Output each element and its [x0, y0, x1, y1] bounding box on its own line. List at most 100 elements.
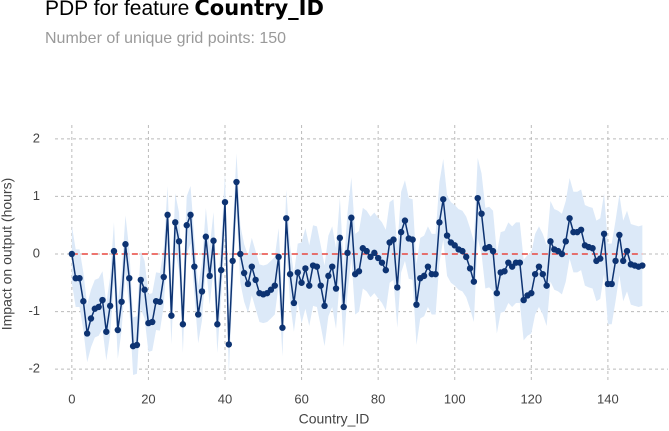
pdp-point [191, 263, 198, 270]
pdp-point [520, 296, 527, 304]
pdp-point [539, 270, 546, 278]
pdp-point [114, 326, 121, 334]
pdp-point [451, 242, 458, 249]
pdp-point [620, 257, 627, 265]
y-tick-label: 1 [33, 188, 40, 203]
pdp-point [420, 272, 428, 280]
pdp-point [543, 282, 550, 289]
pdp-point [474, 194, 481, 202]
pdp-point [612, 257, 619, 265]
pdp-point [87, 315, 95, 322]
y-tick-label: 2 [33, 130, 40, 145]
pdp-point [164, 211, 171, 219]
pdp-point [639, 262, 646, 269]
y-axis-label: Impact on output (hours) [0, 178, 15, 331]
x-tick-label: 60 [294, 391, 308, 406]
pdp-point [436, 219, 443, 226]
pdp-point [294, 269, 301, 276]
pdp-point [355, 268, 363, 275]
pdp-point [600, 230, 608, 238]
pdp-point [463, 253, 470, 261]
y-tick-label: -1 [28, 303, 40, 318]
pdp-point [76, 274, 83, 282]
pdp-point [160, 273, 167, 281]
pdp-point [175, 238, 183, 245]
pdp-point [413, 301, 420, 308]
pdp-point [214, 321, 221, 328]
pdp-point [363, 247, 370, 255]
pdp-point [95, 303, 102, 311]
pdp-point [187, 211, 194, 219]
pdp-point [505, 259, 512, 266]
pdp-point [271, 282, 278, 289]
pdp-point [459, 247, 466, 255]
pdp-point [382, 266, 390, 274]
pdp-point [225, 341, 233, 348]
pdp-point [470, 278, 478, 285]
pdp-point [528, 289, 535, 297]
pdp-point [443, 232, 451, 239]
x-tick-label: 40 [218, 391, 232, 406]
pdp-point [279, 324, 286, 331]
title: PDP for feature Country_ID [45, 0, 324, 21]
pdp-point [80, 298, 87, 305]
pdp-point [103, 328, 110, 335]
pdp-point [597, 255, 604, 262]
pdp-point [110, 247, 118, 255]
pdp-point [348, 214, 355, 221]
pdp-point [478, 210, 485, 217]
pdp-point [306, 282, 313, 289]
pdp-point [194, 311, 202, 318]
x-tick-label: 100 [444, 391, 466, 406]
x-tick-label: 80 [371, 391, 385, 406]
y-tick-label: -2 [28, 361, 40, 376]
pdp-point [589, 245, 596, 252]
pdp-point [329, 263, 336, 270]
pdp-point [623, 247, 631, 255]
pdp-point [286, 270, 294, 278]
pdp-point [577, 226, 585, 234]
x-axis-label: Country_ID [299, 411, 370, 427]
pdp-point [493, 289, 501, 297]
pdp-point [68, 250, 76, 258]
pdp-point [558, 250, 566, 258]
pdp-point [106, 302, 114, 310]
pdp-point [210, 237, 217, 244]
pdp-point [367, 253, 374, 261]
pdp-point [202, 233, 210, 240]
pdp-point [440, 196, 447, 203]
x-tick-label: 0 [68, 391, 75, 406]
pdp-point [608, 280, 615, 288]
pdp-point [535, 263, 543, 270]
pdp-point [137, 276, 144, 284]
pdp-point [240, 269, 248, 277]
pdp-point [275, 253, 282, 261]
pdp-point [390, 236, 397, 243]
pdp-point [168, 312, 175, 319]
pdp-point [332, 285, 340, 292]
pdp-point [424, 263, 432, 270]
pdp-point [489, 247, 497, 255]
x-tick-label: 20 [141, 391, 155, 406]
y-tick-label: 0 [33, 245, 40, 260]
x-tick-label: 120 [520, 391, 542, 406]
pdp-point [267, 286, 275, 293]
pdp-point [183, 222, 190, 229]
pdp-point [501, 268, 508, 275]
x-tick-label: 140 [597, 391, 619, 406]
pdp-point [221, 198, 229, 206]
pdp-point [371, 249, 378, 257]
pdp-point [516, 259, 524, 266]
pdp-point [374, 254, 382, 262]
subtitle: Number of unique grid points: 150 [45, 30, 287, 47]
pdp-point [217, 266, 225, 274]
pdp-point [531, 270, 539, 278]
pdp-point [248, 263, 256, 270]
pdp-point [156, 298, 164, 305]
pdp-point [394, 284, 401, 291]
pdp-point [122, 241, 129, 248]
pdp-point [252, 276, 259, 284]
pdp-point [99, 296, 106, 304]
